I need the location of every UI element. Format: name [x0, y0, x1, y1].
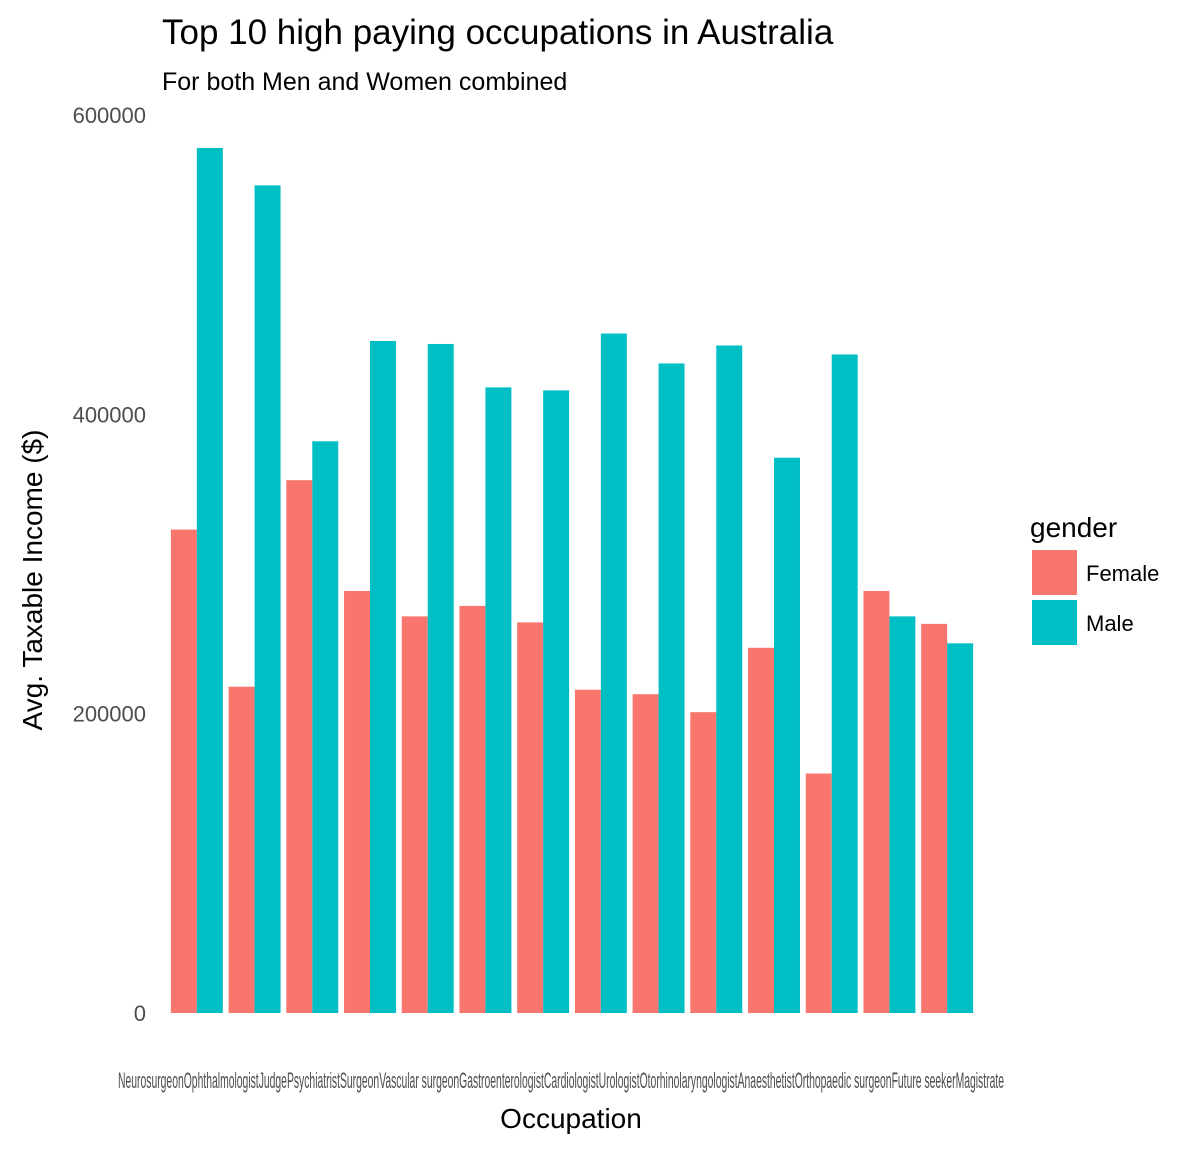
legend-key-male — [1032, 600, 1077, 645]
bar-male — [312, 441, 339, 1014]
bar-female — [344, 590, 370, 1013]
bar-male — [889, 616, 916, 1013]
bar-male — [947, 643, 974, 1013]
bar-male — [196, 147, 223, 1014]
bar-female — [517, 622, 544, 1013]
legend-title: gender — [1030, 512, 1117, 543]
y-tick-label: 200000 — [73, 702, 146, 727]
legend-label-male: Male — [1086, 611, 1134, 636]
legend: gender Female Male — [1030, 512, 1159, 645]
bar-female — [805, 773, 832, 1013]
y-tick-label: 0 — [134, 1001, 146, 1026]
chart-subtitle: For both Men and Women combined — [162, 68, 567, 96]
bar-female — [170, 529, 197, 1013]
legend-key-female — [1032, 550, 1077, 595]
bar-male — [543, 390, 570, 1013]
bar-male — [254, 185, 281, 1014]
bar-female — [921, 623, 948, 1013]
bar-female — [286, 480, 313, 1014]
bar-male — [600, 333, 627, 1014]
y-tick-label: 400000 — [73, 402, 146, 427]
bar-female — [459, 605, 486, 1013]
bar-male — [774, 457, 800, 1013]
chart-title: Top 10 high paying occupations in Austra… — [162, 13, 834, 52]
bar-male — [370, 340, 396, 1013]
legend-label-female: Female — [1086, 561, 1159, 586]
x-axis-tick-labels: NeurosurgeonOphthalmologistJudgePsychiat… — [118, 1068, 1004, 1093]
x-axis-title: Occupation — [500, 1103, 642, 1134]
bar-male — [485, 387, 512, 1014]
bar-male — [427, 343, 454, 1013]
bar-female — [748, 647, 774, 1013]
bar-male — [831, 354, 858, 1013]
bar-female — [228, 686, 255, 1013]
bar-female — [574, 689, 601, 1013]
bar-male — [658, 363, 685, 1013]
bars-group — [170, 147, 974, 1014]
bar-female — [632, 694, 659, 1013]
bar-female — [863, 590, 890, 1013]
bar-male — [716, 345, 743, 1013]
y-axis-title: Avg. Taxable Income ($) — [17, 430, 48, 731]
y-tick-label: 600000 — [73, 103, 146, 128]
bar-female — [401, 616, 428, 1013]
y-axis-ticks: 0 200000 400000 600000 — [73, 103, 146, 1026]
bar-female — [690, 712, 717, 1013]
